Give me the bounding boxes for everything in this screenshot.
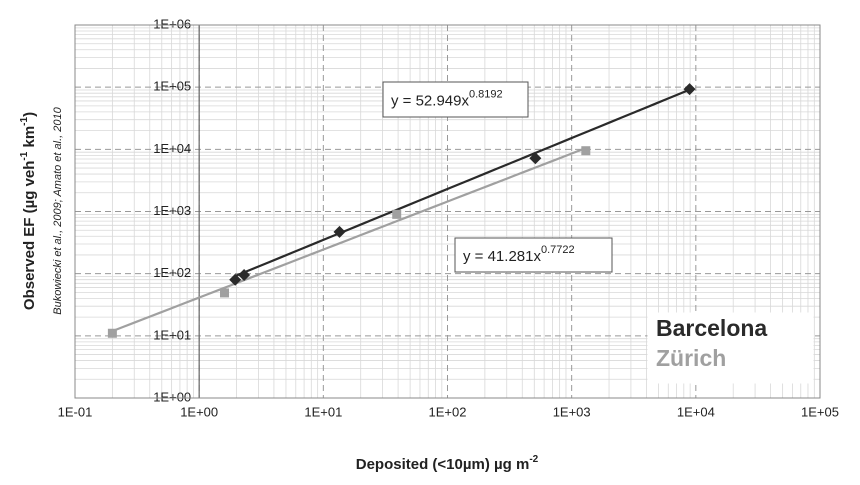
- data-point: [581, 146, 591, 156]
- y-axis-title-sup: -1: [19, 151, 30, 160]
- data-point: [529, 152, 542, 165]
- legend-label: Barcelona: [656, 315, 767, 341]
- equation-box: [382, 81, 529, 118]
- x-axis-title-text: Deposited (<10µm) µg m: [356, 456, 530, 473]
- x-tick-label: 1E+04: [677, 404, 715, 419]
- data-point: [107, 328, 117, 338]
- equation-box: [454, 237, 613, 273]
- side-note: Bukowiecki et al., 2009; Amato et al., 2…: [52, 106, 64, 314]
- x-tick-label: 1E+05: [801, 404, 839, 419]
- x-axis-title-sup: -2: [529, 454, 538, 465]
- y-axis-title-text: Observed EF (µg veh: [21, 161, 38, 311]
- legend-label: Zürich: [656, 345, 726, 371]
- data-point: [392, 209, 402, 219]
- equation-exponent: 0.7722: [541, 244, 575, 256]
- legend: [647, 312, 814, 384]
- y-tick-label: 1E+04: [153, 141, 191, 156]
- data-point: [220, 288, 230, 298]
- y-tick-label: 1E+01: [153, 327, 191, 342]
- equation: y = 41.281x0.7722: [463, 244, 575, 265]
- trendline: [111, 147, 587, 333]
- equation-exponent: 0.8192: [469, 88, 503, 100]
- data-point: [229, 273, 242, 286]
- equation-text: y = 41.281x: [463, 248, 541, 265]
- y-axis-title-text: ): [21, 112, 38, 117]
- y-tick-label: 1E+00: [153, 389, 191, 404]
- equation-text: y = 52.949x: [391, 92, 469, 109]
- y-tick-label: 1E+06: [153, 16, 191, 31]
- equation: y = 52.949x0.8192: [391, 88, 503, 109]
- x-tick-label: 1E+01: [304, 404, 342, 419]
- x-tick-label: 1E+00: [180, 404, 218, 419]
- y-axis-title-text: km: [21, 126, 38, 152]
- y-axis-title-sup: -1: [19, 116, 30, 125]
- x-tick-label: 1E-01: [58, 404, 93, 419]
- x-axis-title: Deposited (<10µm) µg m-2: [356, 454, 539, 473]
- plot-border: [74, 24, 821, 399]
- trendline: [234, 88, 690, 278]
- y-axis-title: Observed EF (µg veh-1 km-1): [19, 112, 38, 310]
- y-tick-label: 1E+03: [153, 203, 191, 218]
- y-tick-label: 1E+02: [153, 265, 191, 280]
- y-tick-label: 1E+05: [153, 79, 191, 94]
- data-point: [238, 269, 251, 282]
- x-tick-label: 1E+03: [553, 404, 591, 419]
- data-point: [333, 225, 346, 238]
- x-tick-label: 1E+02: [429, 404, 467, 419]
- data-point: [683, 83, 696, 96]
